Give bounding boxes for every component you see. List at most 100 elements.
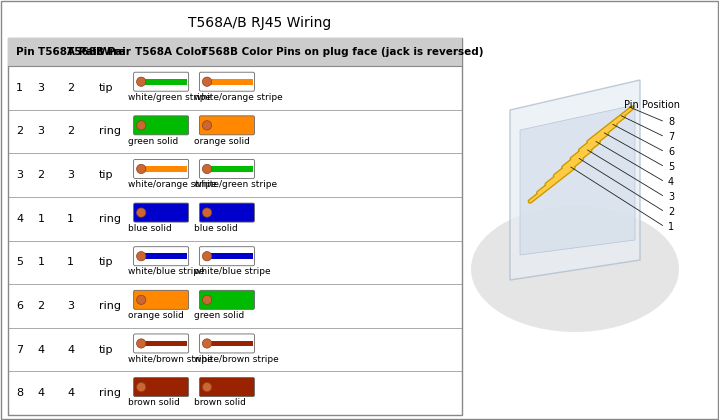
Text: Pins on plug face (jack is reversed): Pins on plug face (jack is reversed) (276, 47, 483, 57)
Text: white/orange stripe: white/orange stripe (128, 180, 217, 189)
FancyBboxPatch shape (134, 378, 188, 396)
Text: 5: 5 (668, 162, 674, 172)
Text: 4: 4 (67, 344, 74, 354)
Bar (211, 341, 253, 346)
Text: 1: 1 (668, 222, 674, 232)
Text: T568A Pair: T568A Pair (37, 47, 101, 57)
Text: tip: tip (99, 83, 114, 93)
Text: T568B Pair: T568B Pair (67, 47, 131, 57)
Text: 3: 3 (37, 126, 45, 136)
Bar (8, 38, 462, 66)
Ellipse shape (137, 383, 146, 392)
Ellipse shape (202, 164, 211, 173)
Text: 7: 7 (16, 344, 23, 354)
Bar (145, 166, 187, 172)
Text: ring: ring (99, 301, 121, 311)
Text: T568A/B RJ45 Wiring: T568A/B RJ45 Wiring (188, 16, 331, 30)
Text: tip: tip (99, 257, 114, 267)
Bar (145, 79, 187, 84)
Text: 5: 5 (16, 257, 23, 267)
Text: 2: 2 (37, 301, 45, 311)
Text: 2: 2 (37, 170, 45, 180)
FancyBboxPatch shape (199, 334, 255, 353)
Text: green solid: green solid (128, 136, 178, 146)
FancyBboxPatch shape (134, 334, 188, 353)
Text: green solid: green solid (194, 311, 244, 320)
Ellipse shape (137, 339, 146, 348)
Ellipse shape (202, 121, 211, 130)
FancyBboxPatch shape (199, 72, 255, 91)
FancyBboxPatch shape (199, 116, 255, 135)
Text: 4: 4 (67, 388, 74, 398)
Text: 8: 8 (668, 117, 674, 127)
Ellipse shape (137, 77, 146, 87)
Text: T568A Color: T568A Color (135, 47, 206, 57)
FancyBboxPatch shape (134, 160, 188, 178)
FancyBboxPatch shape (134, 203, 188, 222)
Text: 1: 1 (16, 83, 23, 93)
Bar (8, 38, 462, 415)
Text: 1: 1 (37, 257, 45, 267)
Text: 1: 1 (67, 257, 74, 267)
Text: orange solid: orange solid (194, 136, 250, 146)
Text: brown solid: brown solid (194, 398, 246, 407)
Text: 4: 4 (37, 344, 45, 354)
Ellipse shape (202, 252, 211, 261)
Text: 8: 8 (16, 388, 23, 398)
Ellipse shape (202, 339, 211, 348)
Text: 6: 6 (16, 301, 23, 311)
Ellipse shape (137, 295, 146, 304)
Text: blue solid: blue solid (128, 224, 172, 233)
Bar (145, 253, 187, 259)
Text: tip: tip (99, 170, 114, 180)
FancyBboxPatch shape (134, 290, 188, 309)
FancyBboxPatch shape (199, 378, 255, 396)
Text: 2: 2 (67, 126, 74, 136)
Polygon shape (510, 80, 640, 280)
Text: orange solid: orange solid (128, 311, 184, 320)
Text: 4: 4 (16, 214, 23, 224)
Bar (211, 79, 253, 84)
Text: white/brown stripe: white/brown stripe (128, 354, 213, 364)
Ellipse shape (202, 208, 211, 217)
Text: 2: 2 (668, 207, 674, 217)
Text: 6: 6 (668, 147, 674, 157)
FancyBboxPatch shape (199, 160, 255, 178)
Text: 3: 3 (668, 192, 674, 202)
FancyBboxPatch shape (134, 72, 188, 91)
Text: white/green stripe: white/green stripe (128, 93, 211, 102)
Ellipse shape (202, 77, 211, 87)
FancyBboxPatch shape (199, 247, 255, 266)
Text: ring: ring (99, 126, 121, 136)
FancyBboxPatch shape (134, 247, 188, 266)
Text: 1: 1 (37, 214, 45, 224)
Text: tip: tip (99, 344, 114, 354)
Text: white/green stripe: white/green stripe (194, 180, 278, 189)
Ellipse shape (137, 252, 146, 261)
Ellipse shape (471, 206, 679, 332)
Text: 3: 3 (37, 83, 45, 93)
Text: 3: 3 (16, 170, 23, 180)
Text: 4: 4 (37, 388, 45, 398)
Text: 4: 4 (668, 177, 674, 187)
Text: Wire: Wire (99, 47, 126, 57)
Text: Pin: Pin (16, 47, 35, 57)
Ellipse shape (202, 295, 211, 304)
FancyBboxPatch shape (134, 116, 188, 135)
Ellipse shape (137, 164, 146, 173)
Text: white/blue stripe: white/blue stripe (128, 268, 205, 276)
Text: 1: 1 (67, 214, 74, 224)
Bar (211, 253, 253, 259)
Text: T568B Color: T568B Color (201, 47, 273, 57)
Text: 3: 3 (67, 301, 74, 311)
Ellipse shape (202, 383, 211, 392)
Text: blue solid: blue solid (194, 224, 238, 233)
Ellipse shape (137, 208, 146, 217)
Text: 2: 2 (67, 83, 74, 93)
Text: 2: 2 (16, 126, 23, 136)
Bar (145, 341, 187, 346)
Text: ring: ring (99, 388, 121, 398)
Text: white/brown stripe: white/brown stripe (194, 354, 279, 364)
Text: white/orange stripe: white/orange stripe (194, 93, 283, 102)
Text: white/blue stripe: white/blue stripe (194, 268, 271, 276)
